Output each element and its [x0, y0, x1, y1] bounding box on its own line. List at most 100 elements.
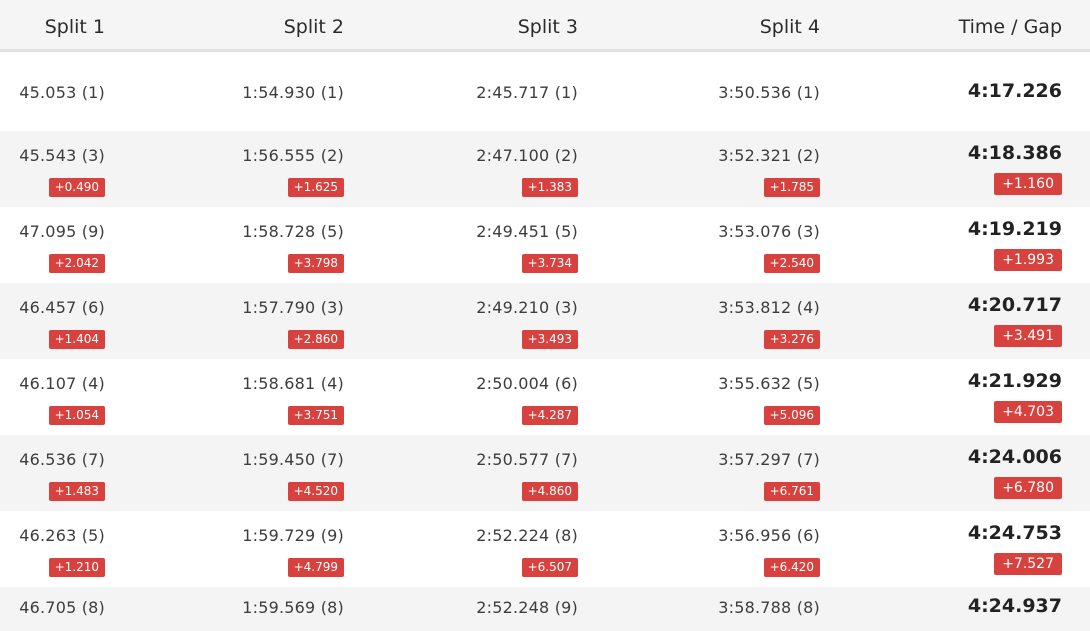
header-time-gap[interactable]: Time / Gap [958, 16, 1062, 38]
split-3-gap-cell: +3.734 [521, 252, 578, 273]
header-split-1[interactable]: Split 1 [44, 16, 105, 38]
split-1-gap-cell: +1.054 [48, 404, 105, 425]
split-4-gap-badge: +6.420 [763, 558, 820, 577]
split-4-time: 3:53.076 (3) [718, 222, 820, 241]
total-gap-cell: +1.993 [994, 249, 1062, 271]
split-4-gap-badge: +2.540 [763, 254, 820, 273]
split-1-gap-badge: +0.490 [48, 178, 105, 197]
total-time: 4:24.006 [967, 446, 1062, 468]
split-1-gap-cell: +1.210 [48, 556, 105, 577]
header-split-4[interactable]: Split 4 [759, 16, 820, 38]
total-time: 4:24.937 [967, 595, 1062, 617]
split-3-time: 2:45.717 (1) [476, 83, 578, 102]
table-row[interactable]: 45.543 (3) +0.490 1:56.555 (2) +1.625 2:47.1… [0, 131, 1090, 207]
split-3-gap-cell: +4.860 [521, 480, 578, 501]
total-gap-badge: +4.703 [994, 401, 1062, 423]
split-2-time: 1:57.790 (3) [242, 298, 344, 317]
split-4-time: 3:52.321 (2) [718, 146, 820, 165]
header-split-2[interactable]: Split 2 [283, 16, 344, 38]
split-1-gap-badge: +1.404 [48, 330, 105, 349]
split-4-time: 3:50.536 (1) [718, 83, 820, 102]
split-2-gap-badge: +3.798 [287, 254, 344, 273]
split-3-time: 2:49.451 (5) [476, 222, 578, 241]
split-4-time: 3:56.956 (6) [718, 526, 820, 545]
split-3-time: 2:49.210 (3) [476, 298, 578, 317]
table-row[interactable]: 46.107 (4) +1.054 1:58.681 (4) +3.751 2:50.0… [0, 359, 1090, 435]
split-4-time: 3:58.788 (8) [718, 598, 820, 617]
split-2-gap-cell: +4.799 [287, 556, 344, 577]
split-3-gap-badge: +3.734 [521, 254, 578, 273]
split-2-gap-badge: +4.520 [287, 482, 344, 501]
split-1-gap-cell: +1.404 [48, 328, 105, 349]
split-2-gap-badge: +2.860 [287, 330, 344, 349]
split-4-gap-cell: +6.420 [763, 556, 820, 577]
split-1-time: 45.053 (1) [19, 83, 105, 102]
split-4-gap-cell: +2.540 [763, 252, 820, 273]
table-row[interactable]: 46.263 (5) +1.210 1:59.729 (9) +4.799 2:52.2… [0, 511, 1090, 587]
total-gap-badge: +7.527 [994, 553, 1062, 575]
split-3-gap-badge: +4.287 [521, 406, 578, 425]
split-4-gap-badge: +3.276 [763, 330, 820, 349]
table-row[interactable]: 46.705 (8) 1:59.569 (8) 2:52.248 (9) 3:58.7… [0, 587, 1090, 631]
split-3-time: 2:47.100 (2) [476, 146, 578, 165]
total-time: 4:20.717 [967, 294, 1062, 316]
split-2-gap-cell: +3.751 [287, 404, 344, 425]
split-3-gap-cell: +4.287 [521, 404, 578, 425]
split-1-gap-badge: +1.210 [48, 558, 105, 577]
table-row[interactable]: 46.536 (7) +1.483 1:59.450 (7) +4.520 2:50.5… [0, 435, 1090, 511]
split-1-gap-badge: +1.054 [48, 406, 105, 425]
split-4-gap-cell: +6.761 [763, 480, 820, 501]
split-4-gap-badge: +6.761 [763, 482, 820, 501]
split-3-time: 2:52.248 (9) [476, 598, 578, 617]
split-1-gap-cell: +1.483 [48, 480, 105, 501]
total-gap-cell: +3.491 [994, 325, 1062, 347]
total-gap-cell: +4.703 [994, 401, 1062, 423]
total-time: 4:18.386 [967, 142, 1062, 164]
table-header: Split 1 Split 2 Split 3 Split 4 Time / G… [0, 0, 1090, 52]
split-2-gap-badge: +3.751 [287, 406, 344, 425]
header-split-3[interactable]: Split 3 [517, 16, 578, 38]
split-1-time: 46.457 (6) [19, 298, 105, 317]
split-2-gap-badge: +4.799 [287, 558, 344, 577]
split-1-gap-cell: +2.042 [48, 252, 105, 273]
split-2-gap-cell: +2.860 [287, 328, 344, 349]
split-2-time: 1:59.450 (7) [242, 450, 344, 469]
split-4-gap-cell: +5.096 [763, 404, 820, 425]
split-4-gap-badge: +1.785 [763, 178, 820, 197]
total-gap-cell: +1.160 [994, 173, 1062, 195]
table-row[interactable]: 47.095 (9) +2.042 1:58.728 (5) +3.798 2:49.4… [0, 207, 1090, 283]
total-gap-cell: +6.780 [994, 477, 1062, 499]
split-1-time: 46.107 (4) [19, 374, 105, 393]
total-gap-badge: +6.780 [994, 477, 1062, 499]
table-row[interactable]: 45.053 (1) 1:54.930 (1) 2:45.717 (1) 3:50.5… [0, 55, 1090, 131]
table-body: 45.053 (1) 1:54.930 (1) 2:45.717 (1) 3:50.5… [0, 55, 1090, 631]
table-row[interactable]: 46.457 (6) +1.404 1:57.790 (3) +2.860 2:49.2… [0, 283, 1090, 359]
split-2-time: 1:59.729 (9) [242, 526, 344, 545]
split-3-gap-badge: +3.493 [521, 330, 578, 349]
split-3-gap-cell: +6.507 [521, 556, 578, 577]
split-4-time: 3:55.632 (5) [718, 374, 820, 393]
split-3-time: 2:50.577 (7) [476, 450, 578, 469]
split-2-gap-badge: +1.625 [287, 178, 344, 197]
split-3-gap-cell: +1.383 [521, 176, 578, 197]
split-3-time: 2:52.224 (8) [476, 526, 578, 545]
split-2-time: 1:54.930 (1) [242, 83, 344, 102]
split-2-time: 1:56.555 (2) [242, 146, 344, 165]
total-time: 4:21.929 [967, 370, 1062, 392]
split-2-gap-cell: +1.625 [287, 176, 344, 197]
split-1-time: 46.705 (8) [19, 598, 105, 617]
split-2-gap-cell: +3.798 [287, 252, 344, 273]
split-2-time: 1:58.681 (4) [242, 374, 344, 393]
split-4-gap-cell: +1.785 [763, 176, 820, 197]
split-4-time: 3:57.297 (7) [718, 450, 820, 469]
split-3-gap-cell: +3.493 [521, 328, 578, 349]
total-gap-badge: +1.993 [994, 249, 1062, 271]
split-1-gap-badge: +1.483 [48, 482, 105, 501]
split-4-gap-badge: +5.096 [763, 406, 820, 425]
total-gap-cell: +7.527 [994, 553, 1062, 575]
split-1-time: 46.263 (5) [19, 526, 105, 545]
split-1-time: 45.543 (3) [19, 146, 105, 165]
total-time: 4:17.226 [967, 80, 1062, 102]
split-4-time: 3:53.812 (4) [718, 298, 820, 317]
split-3-gap-badge: +4.860 [521, 482, 578, 501]
